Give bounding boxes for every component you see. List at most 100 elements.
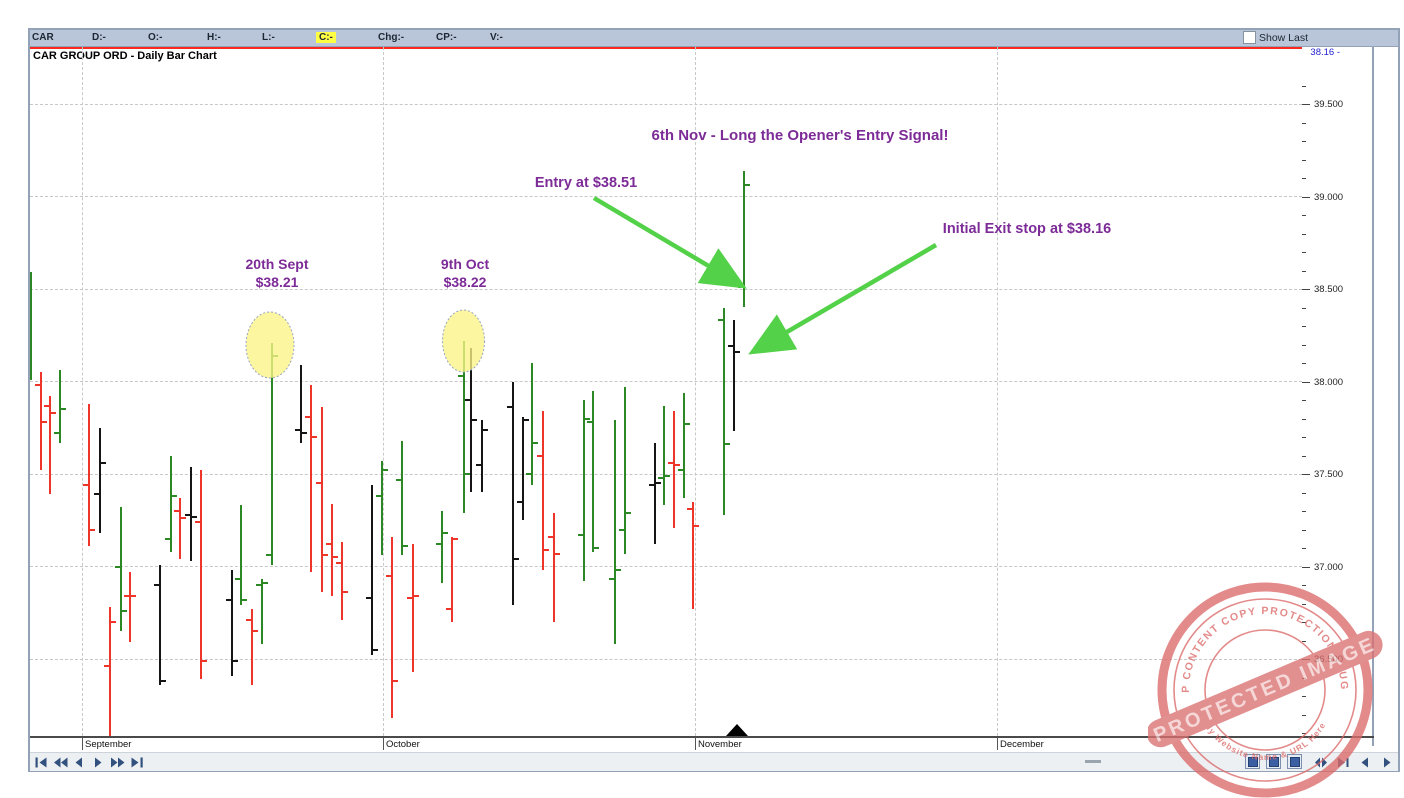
nav-step-left-button[interactable] bbox=[1358, 756, 1375, 769]
price-bar-close-tick bbox=[171, 495, 177, 498]
price-bar-close-tick bbox=[181, 517, 186, 520]
scrollbar-thumb[interactable] bbox=[1085, 760, 1101, 763]
price-bar-open-tick bbox=[526, 473, 531, 475]
price-bar-range bbox=[49, 396, 51, 495]
month-label: November bbox=[698, 739, 742, 750]
price-tick bbox=[1302, 696, 1306, 697]
price-bar-close-tick bbox=[342, 591, 348, 594]
price-gridline bbox=[30, 381, 1302, 382]
price-bar-open-tick bbox=[657, 476, 663, 479]
price-bar-close-tick bbox=[41, 421, 47, 424]
annotation-sept-date: 20th Sept bbox=[245, 256, 309, 272]
nav-last-button[interactable] bbox=[129, 756, 146, 769]
price-bar-open-tick bbox=[475, 463, 481, 466]
price-bar-close-tick bbox=[322, 554, 328, 557]
chart-tool-3-button[interactable] bbox=[1287, 754, 1302, 769]
price-bar-open-tick bbox=[396, 478, 401, 481]
price-bar-range bbox=[531, 363, 533, 486]
price-bar-close-tick bbox=[192, 515, 197, 518]
price-bar-close-tick bbox=[202, 659, 207, 662]
price-bar-close-tick bbox=[311, 436, 317, 438]
price-gridline bbox=[30, 288, 1302, 290]
nav-skip-end-button[interactable] bbox=[1336, 756, 1353, 769]
price-bar-close-tick bbox=[242, 598, 247, 601]
nav-skip-end-icon bbox=[1338, 757, 1349, 768]
month-gridline bbox=[695, 47, 696, 736]
show-last-label: Show Last bbox=[1259, 32, 1309, 44]
price-tick bbox=[1302, 196, 1310, 198]
price-bar-open-tick bbox=[185, 513, 190, 516]
price-bar-open-tick bbox=[457, 374, 463, 377]
nav-rewind-button[interactable] bbox=[53, 756, 70, 769]
price-bar-open-tick bbox=[304, 415, 310, 418]
price-bar-close-tick bbox=[625, 511, 631, 514]
signal-day-marker bbox=[726, 724, 748, 736]
price-bar-close-tick bbox=[413, 595, 419, 598]
month-tick bbox=[997, 737, 998, 750]
price-bar-open-tick bbox=[235, 578, 240, 581]
price-axis-label: 37.500 bbox=[1314, 469, 1344, 480]
nav-rewind-icon bbox=[54, 757, 68, 768]
price-tick bbox=[1302, 381, 1310, 383]
price-bar-close-tick bbox=[90, 528, 95, 531]
month-gridline bbox=[82, 47, 83, 736]
price-bar-close-tick bbox=[252, 630, 258, 633]
nav-step-back-icon bbox=[75, 757, 82, 768]
price-tick bbox=[1302, 141, 1306, 142]
price-bar-range bbox=[119, 507, 122, 632]
price-gridline bbox=[30, 103, 1302, 105]
price-bar-open-tick bbox=[44, 404, 49, 407]
price-axis-label: 39.000 bbox=[1314, 191, 1344, 203]
chart-title: CAR GROUP ORD - Daily Bar Chart bbox=[33, 50, 217, 62]
price-bar-range bbox=[88, 403, 90, 547]
month-label: December bbox=[1000, 739, 1044, 750]
price-bar-close-tick bbox=[403, 545, 408, 548]
price-bar-open-tick bbox=[93, 493, 99, 496]
chart-tool-2-button[interactable] bbox=[1266, 754, 1281, 769]
price-bar-open-tick bbox=[315, 482, 321, 485]
price-bar-range bbox=[240, 505, 242, 606]
price-tick bbox=[1302, 122, 1306, 124]
price-bar-range bbox=[511, 381, 514, 606]
price-axis-label: 39.500 bbox=[1314, 99, 1344, 110]
price-bar-range bbox=[470, 348, 472, 493]
price-bar-close-tick bbox=[664, 474, 670, 477]
nav-step-forward-button[interactable] bbox=[91, 756, 108, 769]
price-bar-range bbox=[330, 503, 333, 597]
month-label: October bbox=[386, 739, 420, 750]
price-tick bbox=[1302, 307, 1306, 309]
show-last-checkbox[interactable] bbox=[1243, 31, 1256, 44]
price-bar-open-tick bbox=[668, 461, 673, 464]
price-bar-range bbox=[250, 609, 253, 685]
price-gridline bbox=[30, 566, 1302, 567]
price-bar-range bbox=[200, 470, 202, 680]
price-bar-open-tick bbox=[54, 432, 59, 435]
nav-first-button[interactable] bbox=[34, 756, 51, 769]
nav-expand-button[interactable] bbox=[1314, 756, 1331, 769]
price-bar-close-tick bbox=[453, 537, 458, 540]
nav-fast-forward-button[interactable] bbox=[110, 756, 127, 769]
price-bar-close-tick bbox=[482, 428, 488, 431]
price-bar-open-tick bbox=[686, 508, 692, 511]
price-bar-range bbox=[340, 542, 343, 621]
price-bar-open-tick bbox=[738, 286, 743, 289]
price-tick bbox=[1302, 85, 1306, 87]
plot-area bbox=[30, 47, 1302, 737]
price-bar-open-tick bbox=[164, 537, 170, 540]
price-bar-open-tick bbox=[727, 345, 733, 348]
price-bar-range bbox=[613, 420, 616, 645]
quote-field-o: O:- bbox=[148, 32, 163, 43]
price-bar-range bbox=[552, 512, 555, 622]
price-tick bbox=[1302, 159, 1306, 161]
price-bar-open-tick bbox=[104, 665, 109, 668]
chart-tool-1-button[interactable] bbox=[1245, 754, 1260, 769]
price-bar-open-tick bbox=[608, 578, 614, 581]
price-bar-open-tick bbox=[255, 584, 261, 586]
nav-step-back-button[interactable] bbox=[72, 756, 89, 769]
quote-toolbar: CAR D:- O:- H:- L:- C:- Chg:- CP:- V:- Show Las… bbox=[30, 30, 1398, 47]
price-bar-range bbox=[462, 340, 465, 513]
nav-step-right-button[interactable] bbox=[1380, 756, 1397, 769]
price-bar-open-tick bbox=[446, 608, 451, 611]
price-bar-close-tick bbox=[130, 595, 136, 598]
price-bar-range bbox=[732, 320, 735, 432]
